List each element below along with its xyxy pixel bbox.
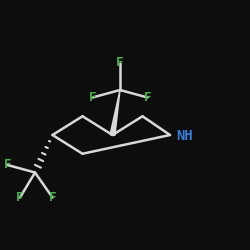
Text: F: F [144,91,151,104]
Text: F: F [49,191,56,204]
Text: NH: NH [176,129,193,143]
Text: F: F [116,56,124,69]
Text: F: F [89,91,96,104]
Text: F: F [4,158,11,172]
Polygon shape [110,90,120,136]
Text: F: F [16,191,24,204]
